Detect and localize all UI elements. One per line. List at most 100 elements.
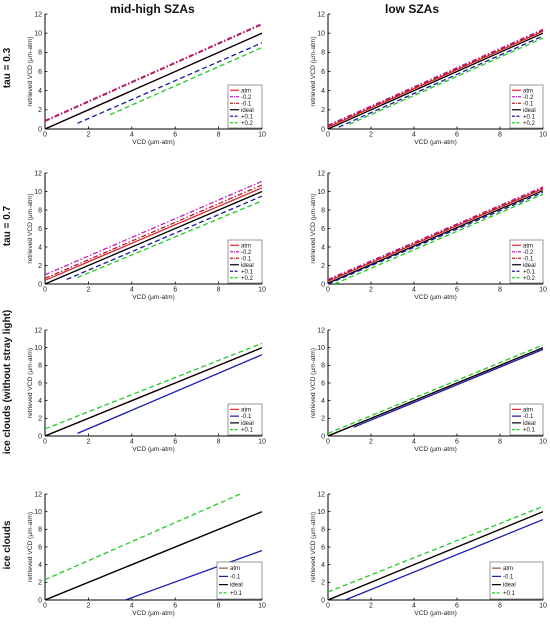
legend: atm -0.1 ideal +0.1: [216, 561, 263, 600]
x-tick-label: 0: [43, 132, 47, 139]
y-tick-label: 10: [317, 31, 325, 38]
legend-label-+0.2: +0.2: [241, 276, 254, 282]
legend-label-atm: atm: [241, 407, 251, 413]
x-tick-label: 8: [217, 132, 221, 139]
chart-panel-3-1: 0 2 4 6 8 10 0 2 4 6 8 10 12 VCD (μm-atm) retrieved VC…: [310, 491, 547, 617]
x-tick-label: 6: [173, 603, 177, 610]
series-line-ideal: [328, 511, 543, 600]
y-tick-label: 6: [38, 380, 42, 387]
y-tick-label: 6: [321, 226, 325, 233]
x-tick-label: 0: [326, 132, 330, 139]
x-tick-label: 6: [455, 603, 459, 610]
y-tick-label: 12: [317, 170, 325, 177]
legend-label-atm: atm: [523, 407, 533, 413]
series-line--0.2: [328, 28, 543, 126]
y-tick-label: 8: [38, 50, 42, 57]
legend-label-atm: atm: [230, 566, 240, 572]
row-label-1: tau = 0.7: [2, 205, 13, 246]
x-tick-label: 4: [412, 132, 416, 139]
legend-label-+0.2: +0.2: [241, 121, 254, 127]
x-tick-label: 4: [130, 287, 134, 294]
legend-label-+0.1: +0.1: [241, 114, 254, 120]
x-tick-label: 10: [258, 439, 266, 446]
series-line--0.1: [328, 187, 543, 281]
legend-label--0.1: -0.1: [241, 101, 252, 107]
x-tick-label: 4: [412, 287, 416, 294]
x-tick-label: 4: [130, 132, 134, 139]
series-line--0.1: [77, 354, 262, 434]
legend-label--0.1: -0.1: [241, 414, 252, 420]
legend-label--0.1: -0.1: [523, 414, 534, 420]
series-line--0.1: [353, 348, 543, 428]
series-line--0.1: [344, 518, 543, 600]
y-tick-label: 8: [321, 527, 325, 534]
series-line-atm: [328, 30, 543, 128]
series-line-+0.1: [66, 195, 262, 280]
y-tick-label: 12: [34, 327, 42, 334]
y-tick-label: 0: [321, 281, 325, 288]
y-tick-label: 10: [317, 189, 325, 196]
y-tick-label: 12: [317, 11, 325, 18]
x-tick-label: 6: [455, 287, 459, 294]
legend-label-ideal: ideal: [523, 421, 536, 427]
x-axis-label: VCD (μm-atm): [132, 610, 175, 617]
legend-label-+0.1: +0.1: [523, 114, 536, 120]
y-tick-label: 2: [321, 263, 325, 270]
y-tick-label: 10: [317, 345, 325, 352]
series-line-+0.1: [338, 35, 543, 128]
x-tick-label: 4: [412, 439, 416, 446]
x-tick-label: 2: [369, 603, 373, 610]
x-axis-label: VCD (μm-atm): [132, 294, 175, 301]
series-line--0.1: [45, 184, 262, 279]
y-tick-label: 0: [38, 126, 42, 133]
x-tick-label: 4: [130, 439, 134, 446]
y-tick-label: 12: [34, 491, 42, 498]
x-tick-label: 0: [43, 287, 47, 294]
y-tick-label: 0: [321, 433, 325, 440]
x-tick-label: 2: [369, 439, 373, 446]
x-tick-label: 0: [43, 439, 47, 446]
x-tick-label: 0: [326, 603, 330, 610]
x-tick-label: 6: [455, 439, 459, 446]
legend-label-+0.2: +0.2: [523, 121, 536, 127]
legend-label--0.2: -0.2: [241, 250, 252, 256]
series-line--0.2: [328, 186, 543, 280]
y-tick-label: 6: [321, 69, 325, 76]
y-axis-label: retrieved VCD (μm-atm): [27, 193, 34, 263]
x-tick-label: 10: [539, 287, 547, 294]
x-axis-label: VCD (μm-atm): [132, 446, 175, 453]
y-tick-label: 2: [38, 107, 42, 114]
legend-box: [509, 239, 544, 284]
y-tick-label: 6: [38, 69, 42, 76]
y-axis-label: retrieved VCD (μm-atm): [310, 193, 317, 263]
legend-label-+0.1: +0.1: [503, 591, 516, 597]
legend-label-+0.1: +0.1: [241, 428, 254, 434]
x-axis-label: VCD (μm-atm): [414, 139, 457, 146]
legend-label-+0.1: +0.1: [230, 591, 243, 597]
y-tick-label: 0: [321, 126, 325, 133]
series-line-ideal: [45, 32, 262, 129]
y-tick-label: 10: [317, 509, 325, 516]
legend-box: [227, 84, 263, 129]
chart-panel-1-0: 0 2 4 6 8 10 0 2 4 6 8 10 12 VCD (μm-atm) retrieved VC…: [27, 170, 266, 301]
y-tick-label: 4: [321, 88, 325, 95]
series-line-+0.1: [328, 191, 543, 284]
chart-panel-3-0: 0 2 4 6 8 10 0 2 4 6 8 10 12 VCD (μm-atm) retrieved VC…: [27, 491, 266, 617]
legend-label--0.2: -0.2: [241, 95, 252, 101]
legend-label--0.1: -0.1: [523, 101, 534, 107]
series-line-+0.2: [77, 200, 262, 279]
chart-panel-0-0: 0 2 4 6 8 10 0 2 4 6 8 10 12 VCD (μm-atm) retrieved VC…: [27, 11, 266, 146]
series-line-+0.1: [45, 342, 262, 430]
legend-label-+0.1: +0.1: [523, 269, 536, 275]
y-axis-label: retrieved VCD (μm-atm): [27, 512, 34, 582]
y-tick-label: 8: [321, 207, 325, 214]
y-tick-label: 0: [38, 597, 42, 604]
y-tick-label: 10: [34, 345, 42, 352]
x-axis-label: VCD (μm-atm): [414, 610, 457, 617]
y-tick-label: 8: [38, 527, 42, 534]
y-axis-label: retrieved VCD (μm-atm): [310, 36, 317, 106]
y-tick-label: 4: [38, 244, 42, 251]
